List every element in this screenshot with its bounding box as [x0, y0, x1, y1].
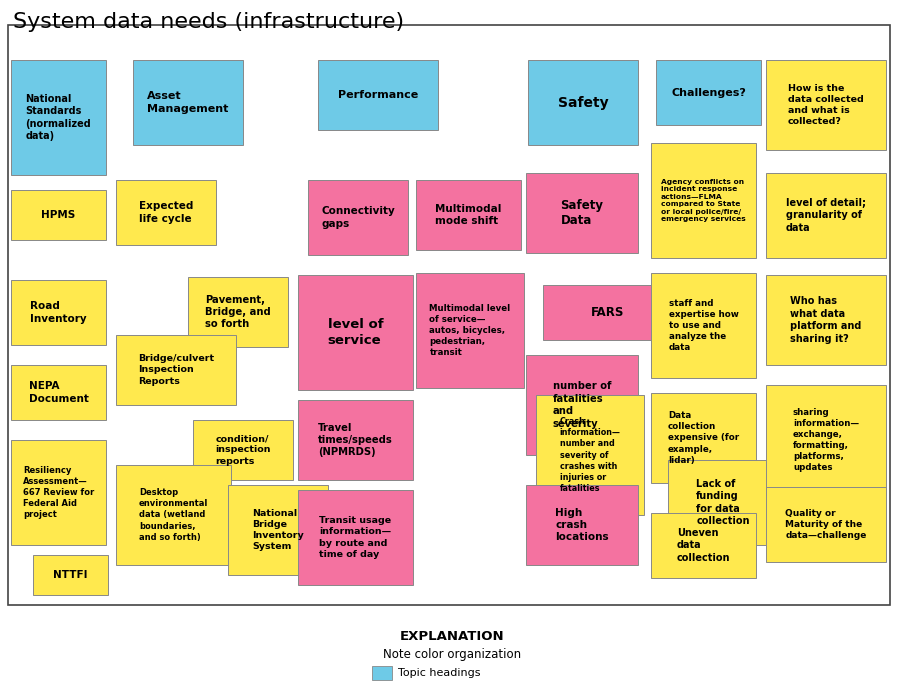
Text: Travel
times/speeds
(NPMRDS): Travel times/speeds (NPMRDS) — [318, 423, 393, 458]
Bar — [526, 355, 638, 455]
Bar — [765, 60, 885, 150]
Text: Resiliency
Assessment—
667 Review for
Federal Aid
project: Resiliency Assessment— 667 Review for Fe… — [23, 466, 94, 519]
Text: Multimodal level
of service—
autos, bicycles,
pedestrian,
transit: Multimodal level of service— autos, bicy… — [429, 304, 510, 357]
Text: Challenges?: Challenges? — [670, 88, 745, 98]
Text: Desktop
environmental
data (wetland
boundaries,
and so forth): Desktop environmental data (wetland boun… — [139, 488, 208, 542]
Bar — [667, 460, 777, 545]
Text: sharing
information—
exchange,
formatting,
platforms,
updates: sharing information— exchange, formattin… — [792, 408, 858, 472]
Text: Quality or
Maturity of the
data—challenge: Quality or Maturity of the data—challeng… — [785, 509, 866, 540]
Text: NTTFI: NTTFI — [53, 570, 88, 580]
Bar — [765, 487, 885, 562]
Text: HPMS: HPMS — [42, 210, 76, 220]
Text: EXPLANATION: EXPLANATION — [399, 630, 504, 643]
Bar — [650, 273, 755, 378]
Bar — [188, 277, 288, 347]
Text: System data needs (infrastructure): System data needs (infrastructure) — [13, 12, 404, 32]
Text: Lack of
funding
for data
collection: Lack of funding for data collection — [695, 479, 749, 526]
Text: How is the
data collected
and what is
collected?: How is the data collected and what is co… — [787, 84, 863, 126]
Bar — [11, 60, 106, 175]
Text: level of
service: level of service — [327, 318, 383, 347]
Bar — [192, 420, 293, 480]
Bar — [298, 400, 413, 480]
Bar — [11, 365, 106, 420]
Bar — [650, 143, 755, 258]
Bar — [318, 60, 438, 130]
Text: number of
fatalities
and
severity: number of fatalities and severity — [552, 382, 610, 429]
Text: National
Bridge
Inventory
System: National Bridge Inventory System — [252, 509, 303, 551]
Bar — [535, 395, 643, 515]
Bar — [116, 465, 231, 565]
Bar — [8, 25, 889, 605]
Text: NEPA
Document: NEPA Document — [29, 381, 88, 404]
Bar — [526, 485, 638, 565]
Bar — [765, 275, 885, 365]
Bar — [415, 273, 524, 388]
Text: Asset
Management: Asset Management — [147, 91, 228, 114]
Text: Note color organization: Note color organization — [383, 648, 520, 661]
Text: Crash
information—
number and
severity of
crashes with
injuries or
fatalities: Crash information— number and severity o… — [559, 417, 619, 492]
Bar — [415, 180, 520, 250]
Text: FARS: FARS — [591, 306, 624, 319]
Bar — [33, 555, 107, 595]
Text: National
Standards
(normalized
data): National Standards (normalized data) — [25, 94, 91, 141]
Bar — [298, 275, 413, 390]
Text: Transit usage
information—
by route and
time of day: Transit usage information— by route and … — [319, 516, 391, 559]
Text: staff and
expertise how
to use and
analyze the
data: staff and expertise how to use and analy… — [668, 299, 738, 352]
Text: Who has
what data
platform and
sharing it?: Who has what data platform and sharing i… — [789, 296, 861, 343]
Bar — [298, 490, 413, 585]
Text: Expected
life cycle: Expected life cycle — [139, 201, 193, 224]
Text: Bridge/culvert
Inspection
Reports: Bridge/culvert Inspection Reports — [138, 354, 214, 386]
Text: Data
collection
expensive (for
example,
lidar): Data collection expensive (for example, … — [667, 411, 739, 464]
Text: Pavement,
Bridge, and
so forth: Pavement, Bridge, and so forth — [205, 295, 271, 330]
Bar — [765, 385, 885, 495]
Text: Connectivity
gaps: Connectivity gaps — [321, 207, 395, 228]
Text: Safety
Data: Safety Data — [560, 198, 603, 228]
Bar — [308, 180, 407, 255]
Text: Topic headings: Topic headings — [397, 668, 480, 678]
Bar — [116, 180, 216, 245]
Text: Safety: Safety — [557, 96, 608, 109]
Text: High
crash
locations: High crash locations — [554, 508, 608, 542]
Bar — [372, 666, 392, 680]
Bar — [11, 190, 106, 240]
Text: Uneven
data
collection: Uneven data collection — [676, 528, 730, 563]
Bar — [11, 440, 106, 545]
Bar — [527, 60, 638, 145]
Text: level of detail;
granularity of
data: level of detail; granularity of data — [785, 198, 865, 233]
Text: Road
Inventory: Road Inventory — [30, 301, 87, 324]
Bar — [526, 173, 638, 253]
Bar — [133, 60, 243, 145]
Bar — [650, 393, 755, 483]
Bar — [543, 285, 672, 340]
Bar — [11, 280, 106, 345]
Text: Multimodal
mode shift: Multimodal mode shift — [435, 204, 501, 226]
Text: Agency conflicts on
incident response
actions—FLMA
compared to State
or local po: Agency conflicts on incident response ac… — [660, 179, 745, 222]
Bar — [116, 335, 236, 405]
Bar — [765, 173, 885, 258]
Bar — [656, 60, 760, 125]
Text: condition/
inspection
reports: condition/ inspection reports — [215, 434, 271, 466]
Bar — [228, 485, 328, 575]
Bar — [650, 513, 755, 578]
Text: Performance: Performance — [338, 90, 418, 100]
